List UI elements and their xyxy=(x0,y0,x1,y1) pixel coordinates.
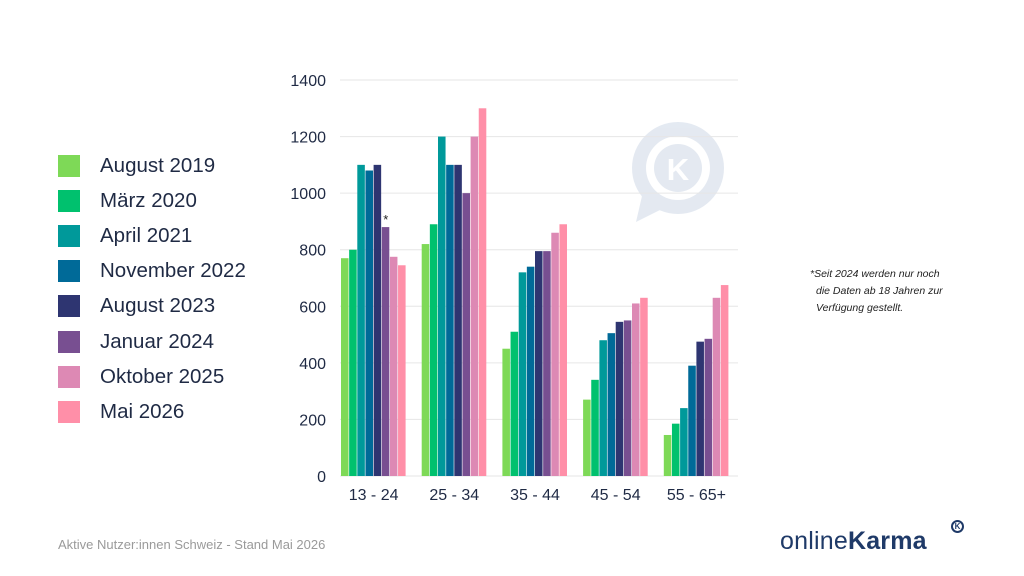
bars xyxy=(341,108,729,477)
legend-swatch xyxy=(58,295,80,318)
x-tick-label: 13 - 24 xyxy=(349,487,399,504)
watermark-logo: K xyxy=(632,122,724,222)
x-tick-label: 35 - 44 xyxy=(510,487,560,504)
bar xyxy=(623,320,632,476)
bar xyxy=(389,256,398,476)
bar xyxy=(381,227,390,476)
bar xyxy=(680,408,688,476)
bar xyxy=(583,399,591,476)
legend-label: März 2020 xyxy=(100,188,197,212)
bar xyxy=(543,251,551,476)
bar xyxy=(696,341,704,476)
bar xyxy=(632,303,640,476)
bar xyxy=(559,224,567,476)
legend-item: Januar 2024 xyxy=(58,324,246,359)
annotations: * xyxy=(383,212,388,227)
bar xyxy=(671,423,680,476)
bar xyxy=(349,249,357,476)
bar xyxy=(341,258,349,476)
footnote-line: Verfügung gestellt. xyxy=(816,302,904,314)
bar xyxy=(518,272,527,476)
y-tick-label: 1200 xyxy=(290,130,326,147)
legend-item: August 2019 xyxy=(58,148,246,183)
bar xyxy=(357,164,365,476)
legend-item: März 2020 xyxy=(58,183,246,218)
y-tick-label: 800 xyxy=(299,243,326,260)
bar xyxy=(640,297,648,476)
legend-swatch xyxy=(58,365,80,388)
brand-prefix: online xyxy=(780,527,848,555)
x-axis-ticks: 13 - 24 25 - 34 35 - 44 45 - 54 55 - 65+ xyxy=(349,487,726,504)
legend-item: April 2021 xyxy=(58,218,246,253)
bar xyxy=(373,164,382,476)
legend-label: August 2019 xyxy=(100,153,216,177)
legend: August 2019 März 2020 April 2021 November 2… xyxy=(58,148,246,430)
legend-label: November 2022 xyxy=(100,259,246,283)
y-tick-label: 200 xyxy=(299,412,326,429)
brand-bold: Karma xyxy=(847,527,927,555)
legend-label: Mai 2026 xyxy=(100,399,185,423)
legend-item: Mai 2026 xyxy=(58,394,246,429)
bar xyxy=(688,365,696,476)
bar xyxy=(478,108,487,477)
y-tick-label: 1400 xyxy=(290,73,326,90)
bar xyxy=(462,193,470,476)
legend-label: Januar 2024 xyxy=(100,329,214,353)
legend-swatch xyxy=(58,330,80,353)
bar xyxy=(551,232,559,476)
bar xyxy=(591,379,599,476)
bar xyxy=(470,136,479,477)
bar xyxy=(446,164,454,476)
watermark-letter: K xyxy=(667,152,690,187)
legend-swatch xyxy=(58,260,80,283)
bar xyxy=(615,321,624,476)
y-axis-ticks: 0 200 400 600 800 1000 1200 1400 xyxy=(290,73,326,486)
bar xyxy=(599,340,607,476)
bar xyxy=(438,136,446,477)
brand-mark-icon: K xyxy=(951,520,964,533)
bar xyxy=(526,266,535,476)
x-tick-label: 45 - 54 xyxy=(591,487,641,504)
legend-item: November 2022 xyxy=(58,254,246,289)
x-tick-label: 55 - 65+ xyxy=(667,487,726,504)
footnote: *Seit 2024 werden nur noch die Daten ab … xyxy=(810,266,990,317)
brand-logo: onlineKarma xyxy=(780,527,927,556)
y-tick-label: 0 xyxy=(317,469,326,486)
bar xyxy=(607,333,616,476)
legend-label: April 2021 xyxy=(100,223,193,247)
legend-label: Oktober 2025 xyxy=(100,364,225,388)
bar xyxy=(720,285,729,476)
y-tick-label: 400 xyxy=(299,356,326,373)
bar xyxy=(398,265,406,476)
bar xyxy=(712,297,721,476)
bar xyxy=(429,224,438,476)
y-tick-label: 1000 xyxy=(290,186,326,203)
legend-item: Oktober 2025 xyxy=(58,359,246,394)
bar xyxy=(421,244,430,476)
footnote-line: die Daten ab 18 Jahren zur xyxy=(816,285,943,297)
bar xyxy=(502,348,510,476)
legend-swatch xyxy=(58,154,80,177)
y-tick-label: 600 xyxy=(299,299,326,316)
legend-swatch xyxy=(58,189,80,212)
legend-swatch xyxy=(58,224,80,247)
legend-swatch xyxy=(58,400,80,423)
bar xyxy=(510,331,519,476)
annotation-marker: * xyxy=(383,212,388,227)
footnote-line: *Seit 2024 werden nur noch xyxy=(810,268,940,280)
bar xyxy=(535,251,543,476)
bar xyxy=(704,338,713,476)
bar xyxy=(663,434,672,476)
legend-item: August 2023 xyxy=(58,289,246,324)
legend-label: August 2023 xyxy=(100,294,216,318)
footer-caption: Aktive Nutzer:innen Schweiz - Stand Mai … xyxy=(58,537,326,552)
bar xyxy=(454,164,462,476)
bar xyxy=(365,170,373,476)
x-tick-label: 25 - 34 xyxy=(429,487,479,504)
